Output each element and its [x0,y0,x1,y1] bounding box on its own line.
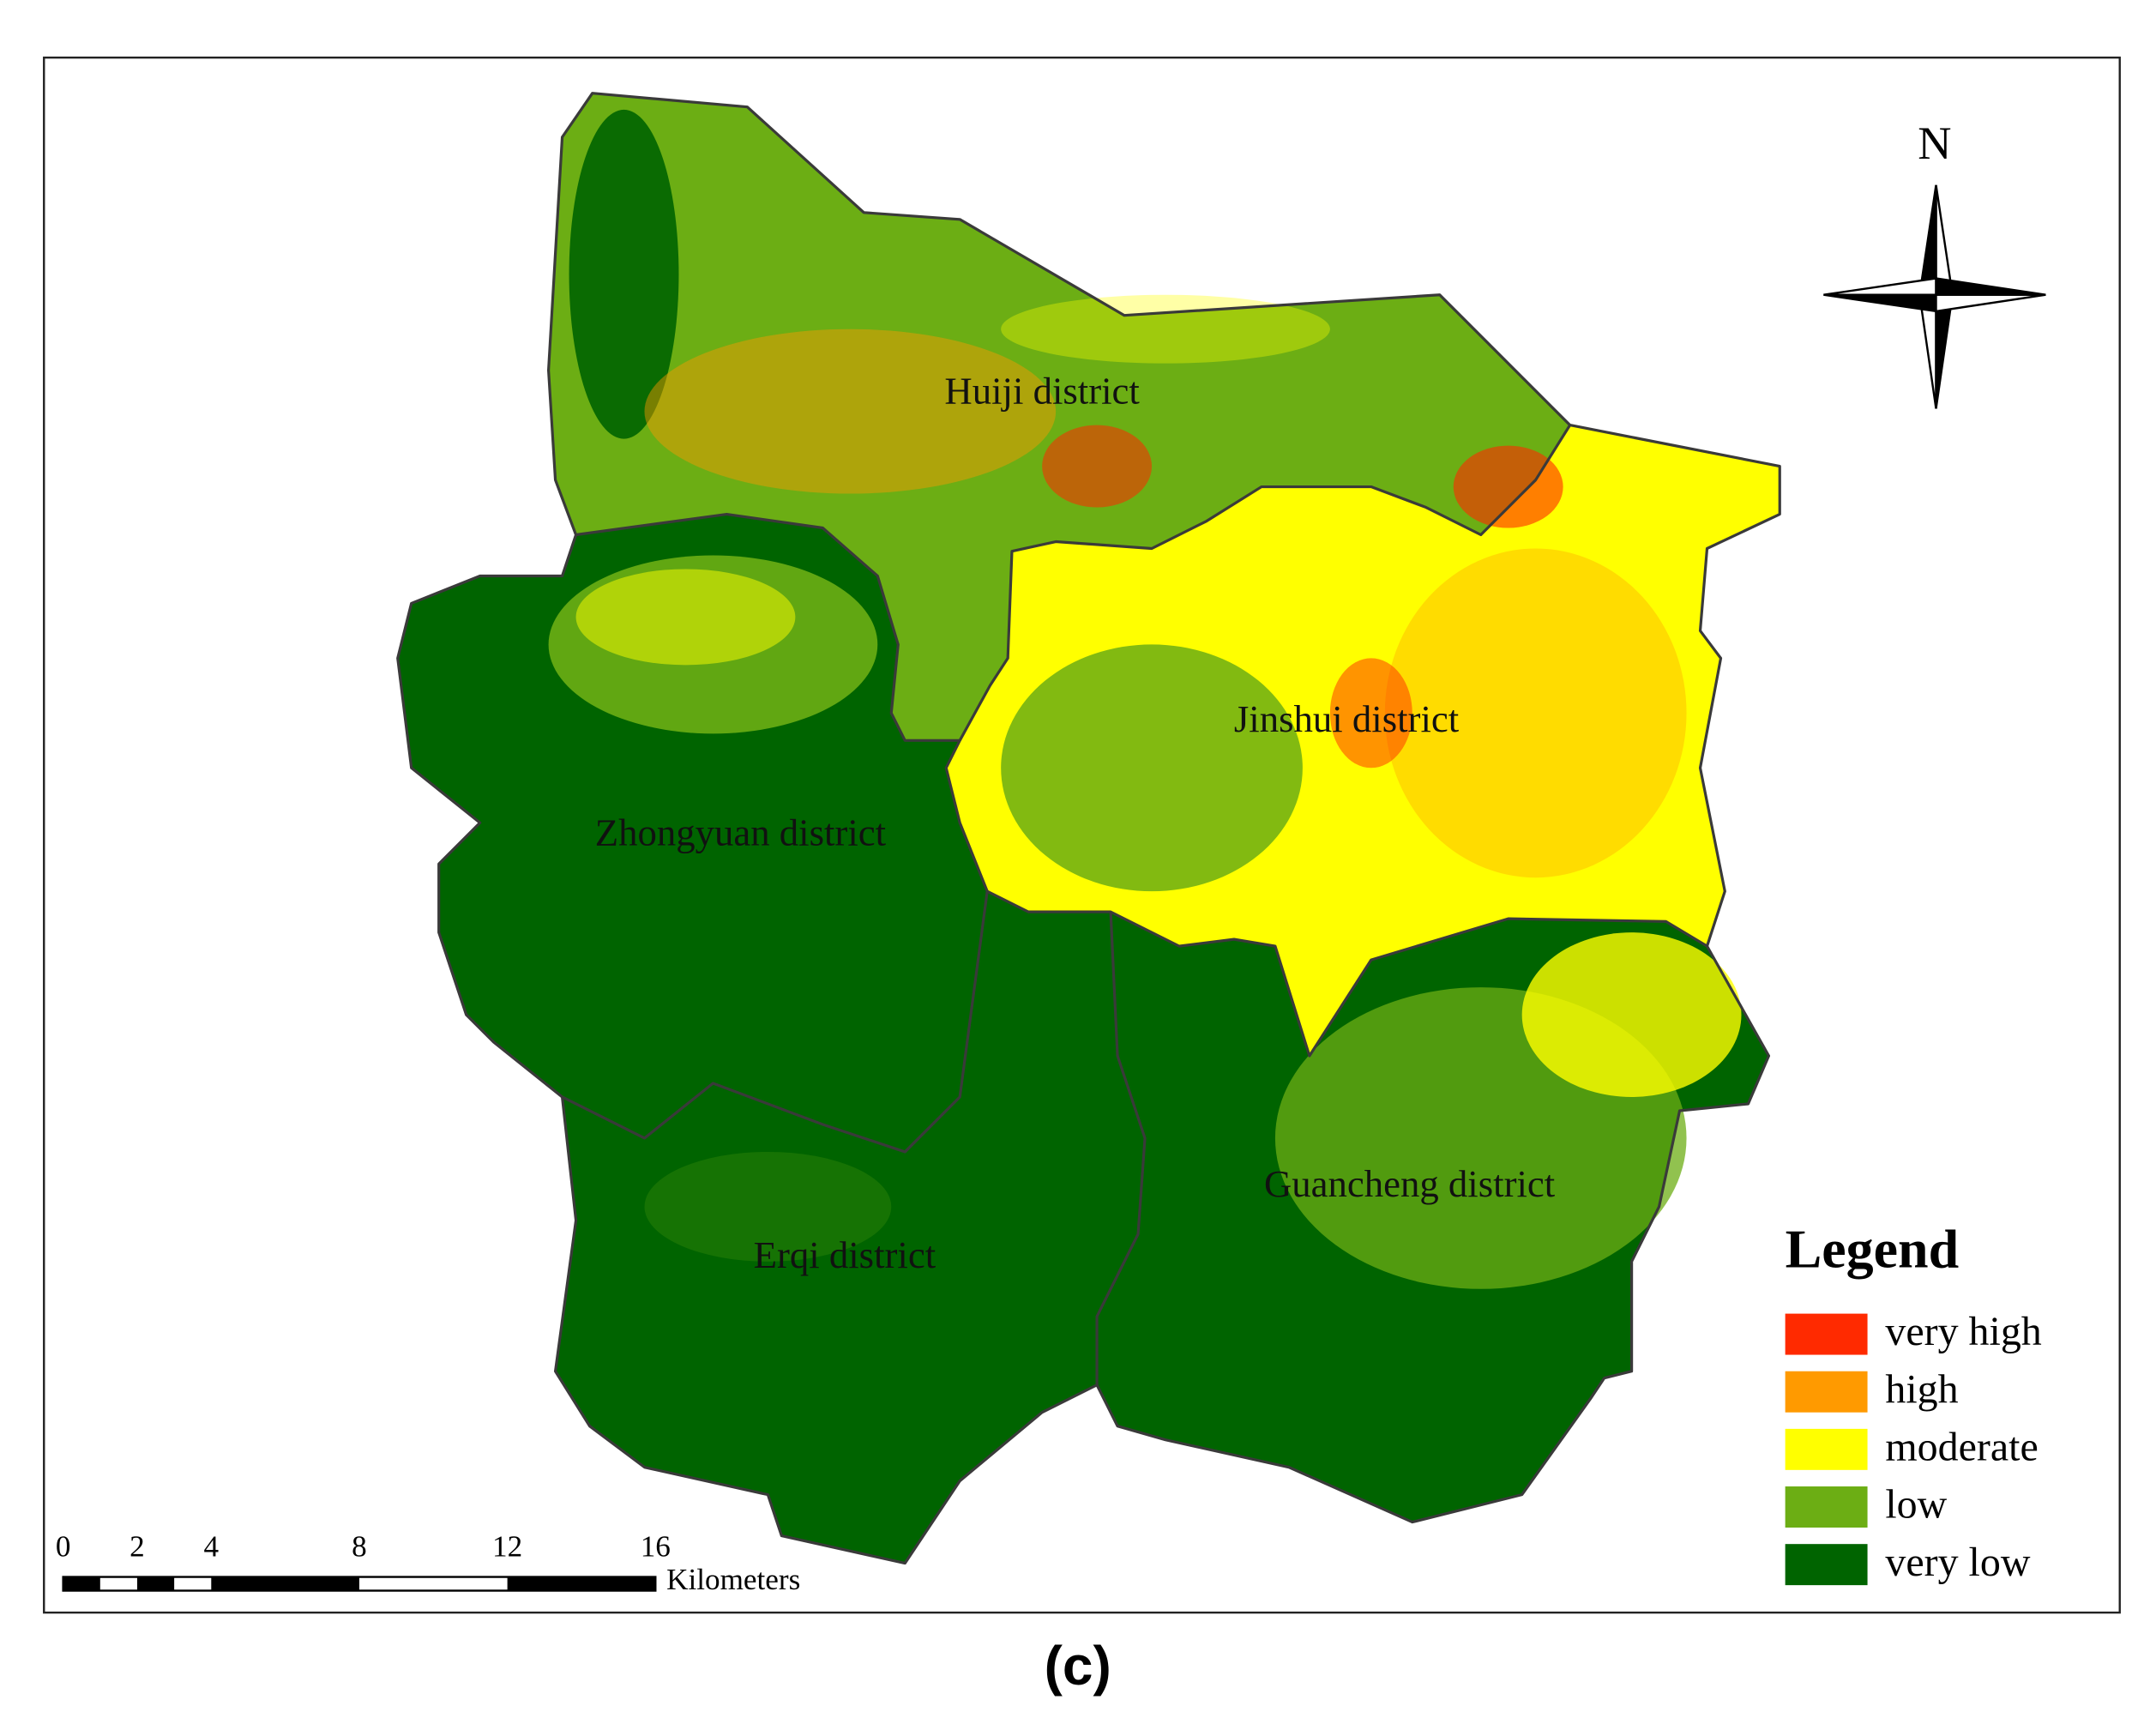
region-blob [1001,644,1303,892]
border [958,424,1571,742]
region-blob [644,1151,892,1262]
scale-segment [63,1576,100,1591]
region-blob [1384,548,1687,878]
district-label: Erqi district [754,1233,936,1276]
district-borders [396,92,1781,1565]
scale-segment [136,1576,175,1591]
legend-swatch [1785,1486,1868,1528]
legend: Legend very high high moderate low very low [1785,1219,2042,1586]
district-label: Jinshui district [1234,697,1460,740]
legend-label: very high [1885,1309,2041,1354]
scale-tick-label: 0 [56,1530,71,1564]
legend-label: moderate [1885,1424,2038,1469]
region-blob [1329,658,1412,769]
legend-label: very low [1885,1540,2030,1585]
legend-label: high [1885,1366,1958,1412]
region-blob [1001,294,1330,364]
legend-swatch [1785,1428,1868,1470]
north-arrow: N [1823,118,2046,409]
outer-border [396,92,1781,1565]
scale-segment [211,1576,359,1591]
border [561,512,989,1154]
region-fill [555,891,1146,1564]
scale-tick-label: 12 [492,1530,522,1564]
scale-unit: Kilometers [666,1563,800,1596]
scale-bar: Kilometers 0 2 4 8 12 16 [56,1530,800,1596]
scale-tick-label: 2 [129,1530,145,1564]
district-label: Guancheng district [1264,1162,1556,1205]
region-blob [569,109,679,439]
region-blob [644,329,1057,494]
caption: (c) [1045,1635,1111,1697]
scale-tick-label: 4 [204,1530,220,1564]
legend-title: Legend [1786,1219,1960,1280]
border [986,889,1708,1058]
legend-label: low [1885,1482,1947,1528]
district-label: Huiji district [944,370,1140,413]
region-blob [1521,932,1742,1097]
scale-tick-label: 8 [352,1530,367,1564]
border [1095,912,1147,1385]
district-label: Zhongyuan district [595,811,887,853]
arrow-part [1935,277,2046,296]
north-label: N [1918,118,1951,169]
scale-segment [507,1576,656,1591]
legend-swatch [1785,1544,1868,1586]
region-blob [575,569,796,666]
legend-swatch [1785,1313,1868,1355]
region-blob [1453,445,1563,528]
region-fill [548,93,1570,741]
map-regions [397,93,1780,1564]
region-blob [1042,425,1153,508]
legend-swatch [1785,1371,1868,1413]
scale-tick-label: 16 [641,1530,671,1564]
